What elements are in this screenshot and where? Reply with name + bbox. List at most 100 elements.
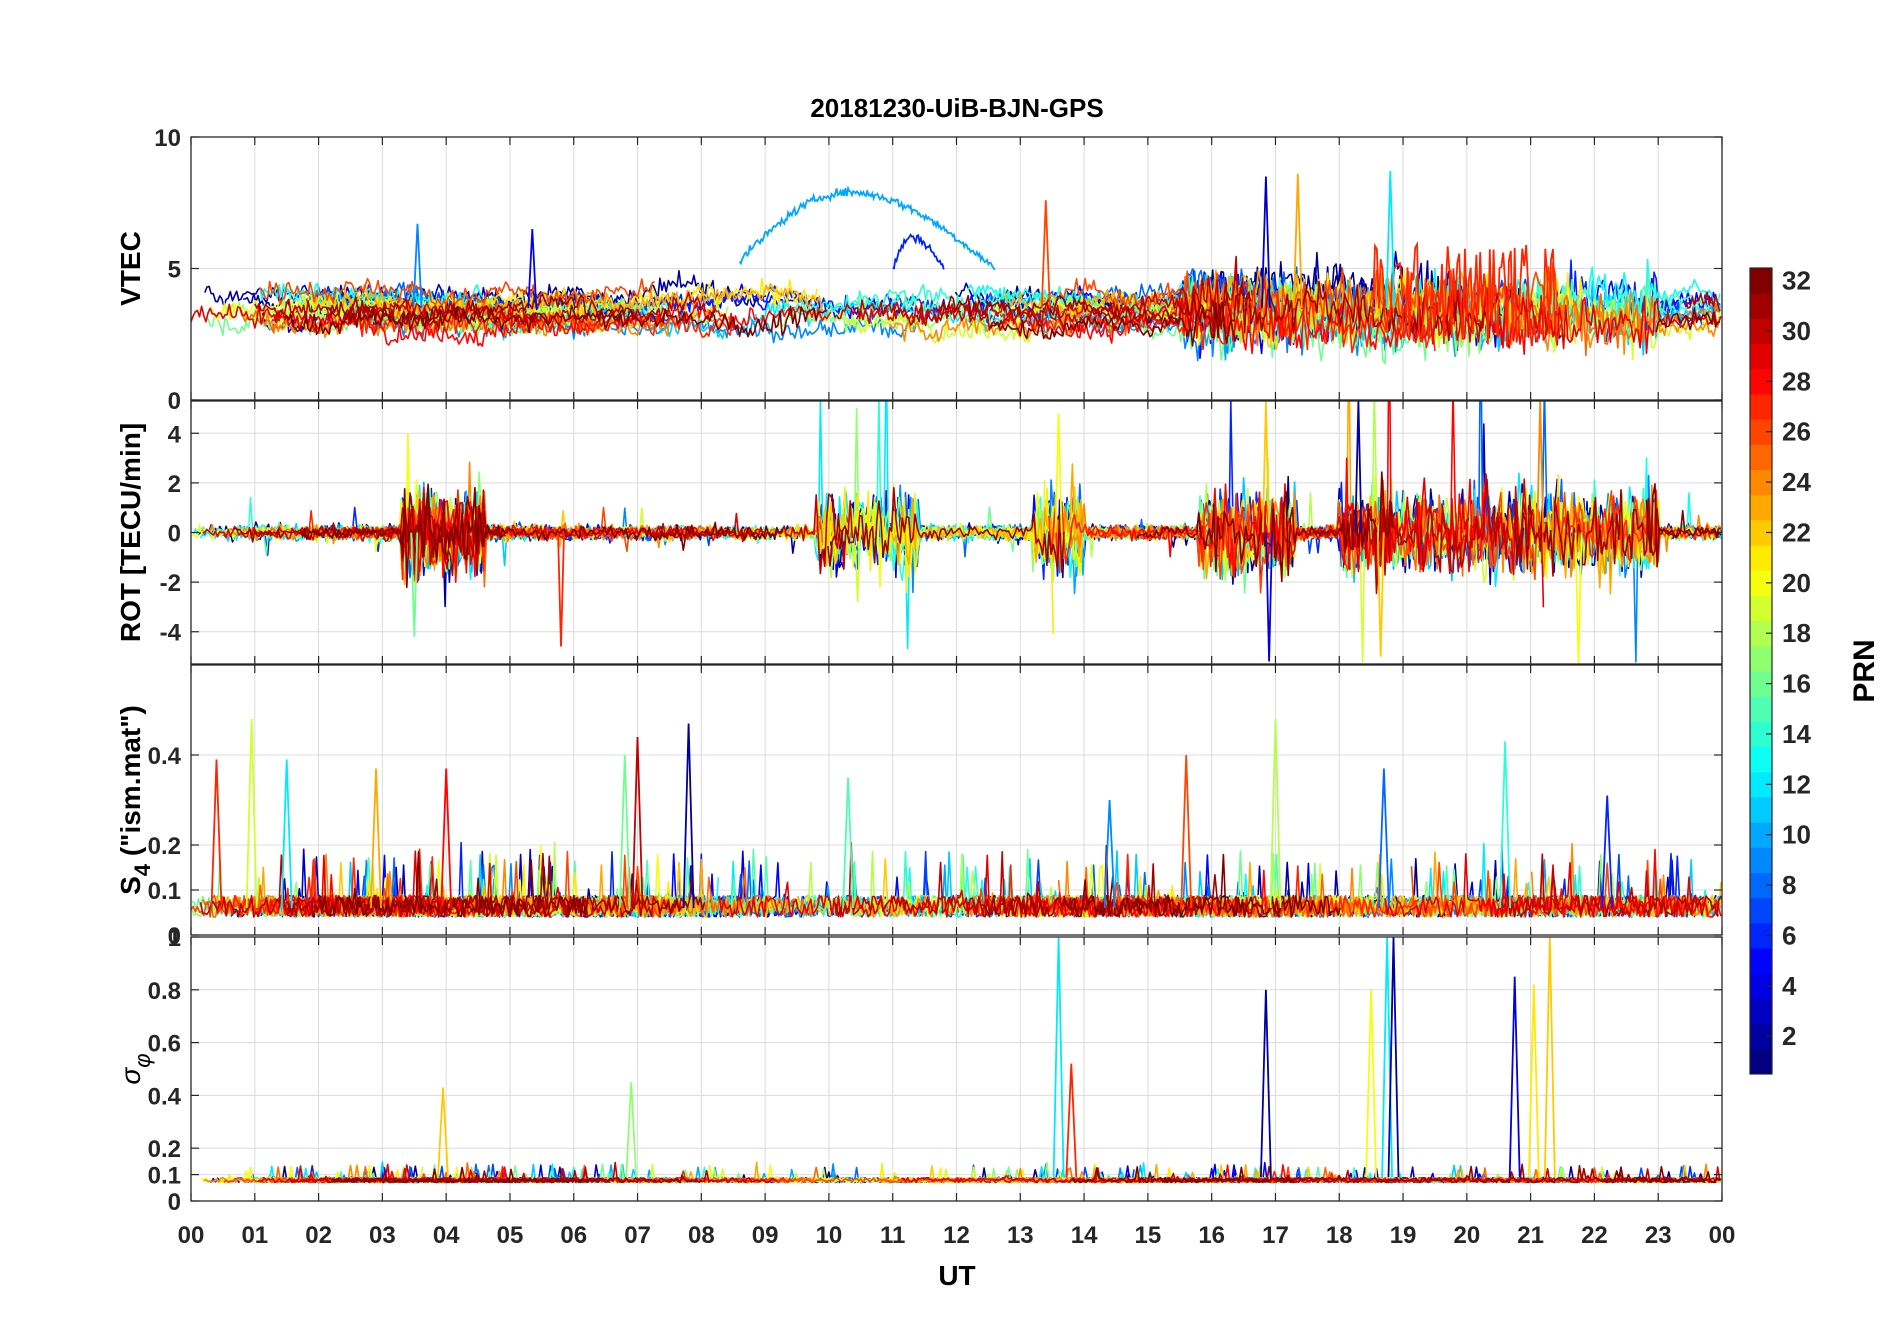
extreme-prn-16 xyxy=(410,532,419,637)
x-tick-label: 18 xyxy=(1326,1222,1353,1249)
series-lines xyxy=(192,401,1722,664)
series-prn-28 xyxy=(1028,287,1560,355)
series-prn-32 xyxy=(1070,1166,1296,1184)
colorbar-swatch xyxy=(1750,922,1772,949)
peak-prn-22 xyxy=(1543,937,1556,1178)
colorbar-swatch xyxy=(1750,1048,1772,1075)
series-prn-32 xyxy=(299,483,784,588)
y-tick-label: 10 xyxy=(154,125,181,152)
x-tick-label: 17 xyxy=(1262,1222,1289,1249)
x-tick-label: 09 xyxy=(752,1222,779,1249)
peak-prn-4 xyxy=(1508,976,1521,1178)
colorbar-swatch xyxy=(1750,545,1772,571)
x-tick-label: 04 xyxy=(433,1222,460,1249)
x-ticks xyxy=(190,137,1723,400)
x-tick-label: 00 xyxy=(178,1222,205,1249)
extreme-prn-20 xyxy=(1054,413,1063,533)
y-tick-label: 0.4 xyxy=(148,1083,182,1110)
colorbar-swatch xyxy=(1750,696,1772,722)
colorbar-tick-label: 4 xyxy=(1782,971,1797,1001)
feature-prn-3 xyxy=(1261,176,1271,308)
peak-prn-14 xyxy=(1499,741,1511,909)
feature-prn-9 xyxy=(412,223,423,308)
colorbar-tick-label: 24 xyxy=(1782,467,1811,497)
colorbar-label: PRN xyxy=(1848,639,1881,702)
colorbar-swatch xyxy=(1750,343,1772,370)
feature-prn-5 xyxy=(527,228,538,308)
colorbar-swatch xyxy=(1750,595,1772,622)
y-axis-label: σφ xyxy=(115,1053,155,1084)
x-tick-label: 12 xyxy=(943,1222,970,1249)
series-prn-28 xyxy=(1086,401,1490,578)
y-axis-label-subscript: 4 xyxy=(130,863,155,876)
y-axis-label-subscript: φ xyxy=(130,1053,155,1067)
feature-prn-6 xyxy=(892,233,945,270)
x-tick-label: 02 xyxy=(305,1222,332,1249)
series-prn-31 xyxy=(328,1170,702,1184)
peak-prn-19 xyxy=(245,718,258,909)
y-tick-label: 5 xyxy=(168,257,181,284)
colorbar-tick-label: 8 xyxy=(1782,870,1796,900)
y-tick-label: 0.1 xyxy=(148,878,181,905)
y-tick-label: 2 xyxy=(168,471,181,498)
extreme-prn-22 xyxy=(1376,532,1385,657)
peak-prn-22 xyxy=(437,1087,449,1178)
y-axis-label: VTEC xyxy=(115,231,146,306)
y-tick-label: 0.1 xyxy=(148,1163,181,1190)
peak-prn-23 xyxy=(370,768,382,909)
x-tick-label: 08 xyxy=(688,1222,715,1249)
x-tick-label: 19 xyxy=(1390,1222,1417,1249)
series-prn-29 xyxy=(900,1175,1183,1184)
colorbar-swatch xyxy=(1750,293,1772,319)
y-axis-label-main: S xyxy=(115,876,146,895)
series-prn-32 xyxy=(1603,1165,1722,1184)
x-axis-label: UT xyxy=(938,1260,975,1291)
y-tick-label: -2 xyxy=(160,570,181,597)
panel-1: 0 5 10 VTEC xyxy=(115,125,1723,415)
colorbar-tick-label: 6 xyxy=(1782,920,1796,950)
series-prn-32 xyxy=(284,304,828,338)
y-tick-label: 0.8 xyxy=(148,978,181,1005)
series-prn-31 xyxy=(1513,489,1721,577)
series-lines xyxy=(191,718,1722,918)
series-prn-31 xyxy=(285,852,706,918)
peak-prn-9 xyxy=(1103,799,1116,909)
panel-3: 00.10.20.4S4 ("ism.mat") xyxy=(115,664,1723,950)
y-tick-label: 0 xyxy=(168,923,181,950)
colorbar-swatch xyxy=(1750,746,1772,773)
colorbar-tick-label: 20 xyxy=(1782,568,1811,598)
series-prn-28 xyxy=(271,301,832,347)
y-axis-label-main: σ xyxy=(115,1067,146,1085)
colorbar-tick-label: 22 xyxy=(1782,517,1811,547)
peak-prn-2 xyxy=(1387,937,1400,1178)
series-prn-30 xyxy=(1324,478,1528,595)
x-tick-label: 10 xyxy=(816,1222,843,1249)
x-tick-label: 22 xyxy=(1581,1222,1608,1249)
colorbar-swatch xyxy=(1750,444,1772,470)
peak-prn-2 xyxy=(1260,989,1272,1178)
feature-prn-12 xyxy=(1385,171,1396,308)
series-prn-27 xyxy=(359,307,740,338)
peak-prn-27 xyxy=(1065,1063,1078,1178)
colorbar-swatch xyxy=(1750,771,1772,798)
series-prn-32 xyxy=(1645,483,1722,568)
x-ticks xyxy=(190,937,1723,1201)
x-tick-label: 20 xyxy=(1453,1222,1480,1249)
colorbar-swatch xyxy=(1750,494,1772,521)
panel-2: 4 2 0 -2 -4 ROT [TECU/min] xyxy=(115,400,1723,665)
series-prn-31 xyxy=(980,863,1295,918)
x-tick-label: 14 xyxy=(1071,1222,1098,1249)
x-tick-label: 13 xyxy=(1007,1222,1034,1249)
colorbar-tick-label: 14 xyxy=(1782,719,1811,749)
colorbar-swatch xyxy=(1750,822,1772,848)
feature-prn-27 xyxy=(1370,240,1562,347)
colorbar-swatch xyxy=(1750,796,1772,823)
series-prn-31 xyxy=(233,492,507,577)
series-prn-29 xyxy=(855,293,1194,327)
peak-prn-17 xyxy=(625,1082,638,1178)
colorbar-swatch xyxy=(1750,519,1772,546)
y-tick-label: 1 xyxy=(168,925,181,952)
colorbar-swatch xyxy=(1750,645,1772,672)
